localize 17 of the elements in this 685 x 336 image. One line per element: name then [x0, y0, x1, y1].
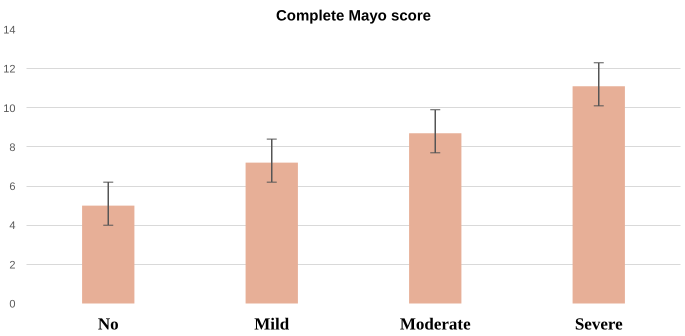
y-tick-label: 0: [9, 298, 16, 310]
x-tick-label: Moderate: [400, 314, 472, 334]
bar: [409, 133, 462, 304]
bar: [572, 86, 625, 304]
bar: [246, 162, 298, 304]
bar: [82, 206, 134, 304]
x-tick-label: No: [98, 314, 119, 334]
x-tick-label: Mild: [254, 314, 290, 334]
y-tick-label: 8: [9, 142, 16, 154]
y-tick-label: 10: [3, 102, 16, 115]
y-tick-label: 2: [9, 259, 16, 272]
y-tick-label: 14: [3, 24, 16, 36]
y-tick-label: 6: [9, 181, 16, 194]
y-tick-label: 12: [3, 64, 16, 76]
y-tick-label: 4: [9, 220, 16, 232]
chart-title: Complete Mayo score: [276, 8, 432, 24]
x-tick-label: Severe: [574, 314, 624, 334]
